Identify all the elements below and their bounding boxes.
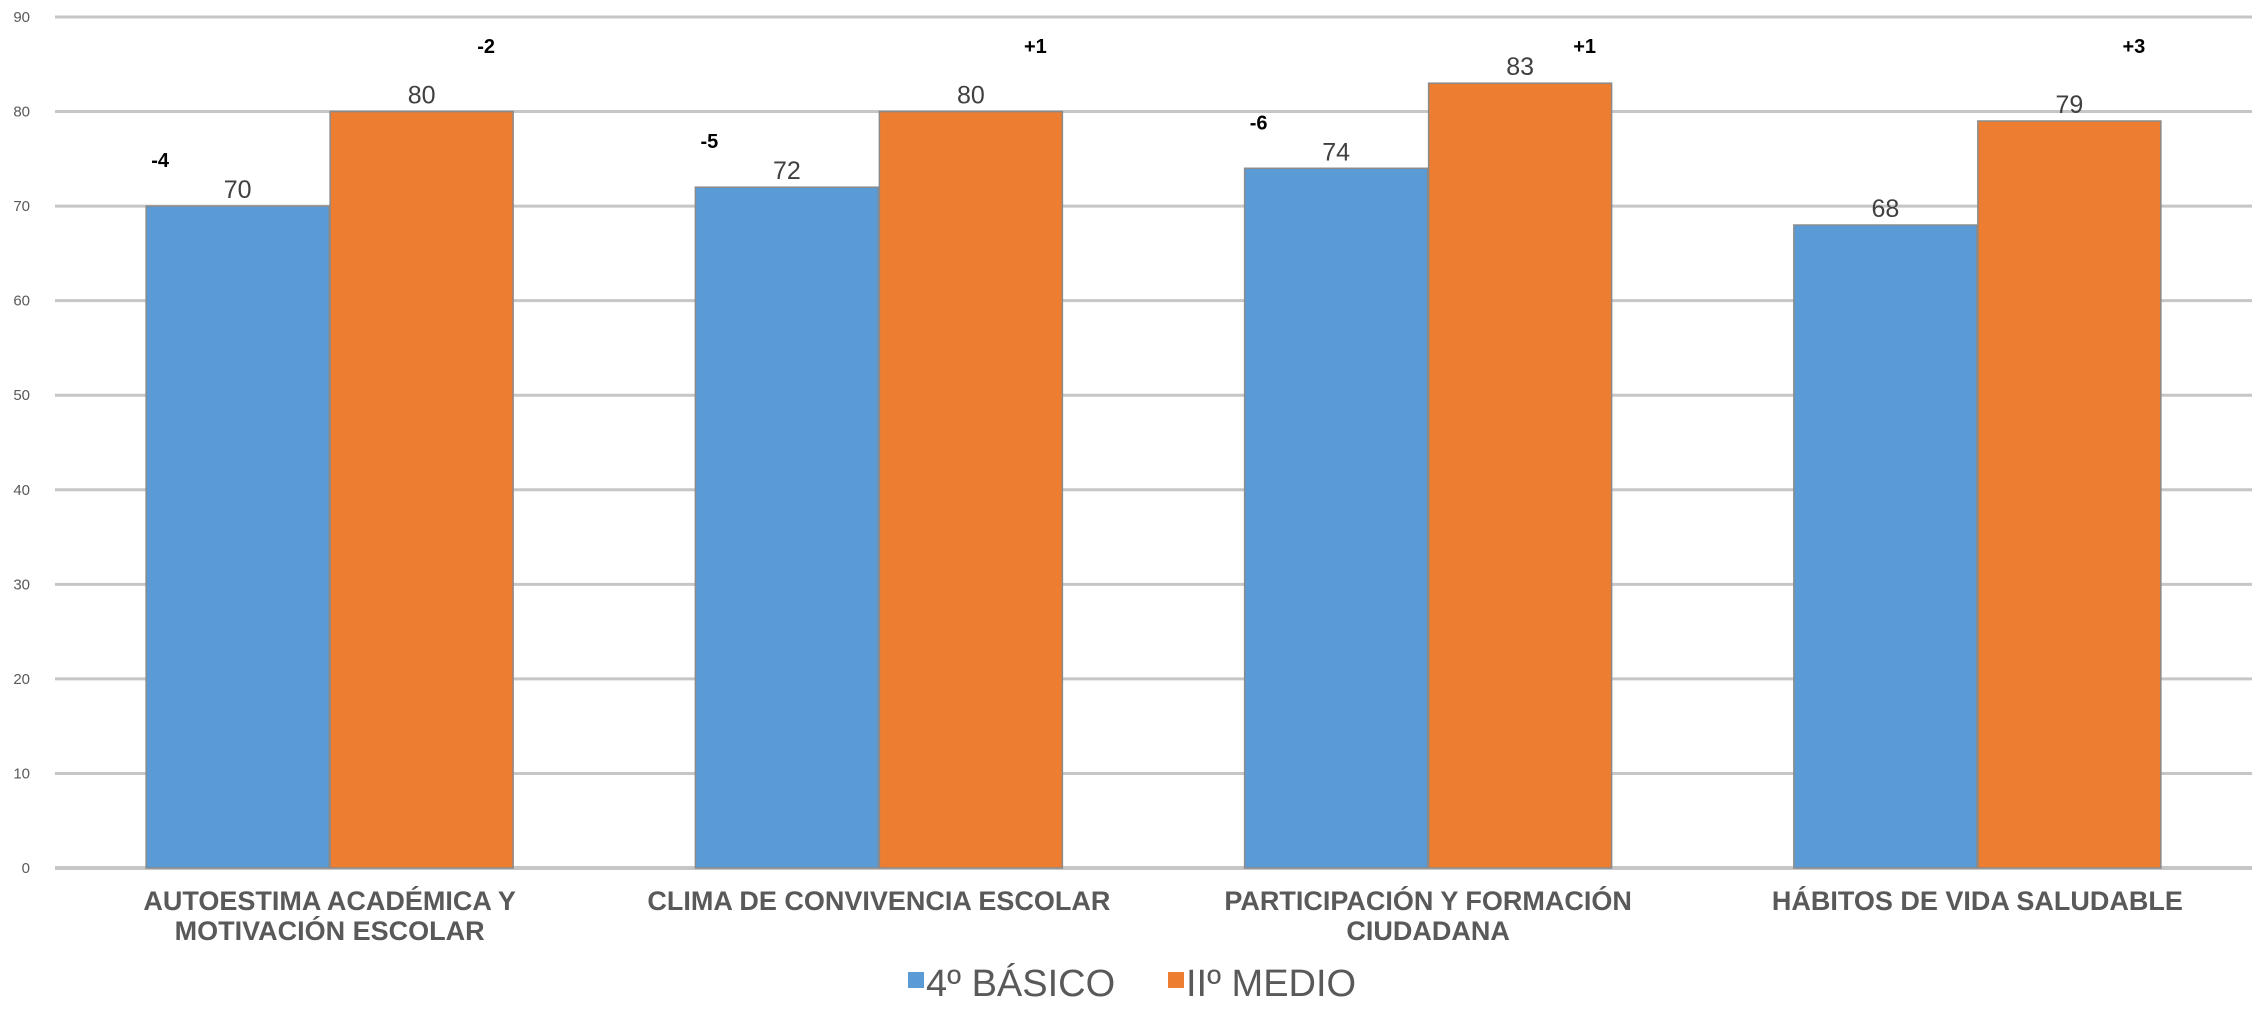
category-label: AUTOESTIMA ACADÉMICA Y <box>143 885 516 916</box>
bar-medio <box>1427 82 1613 869</box>
category-label: PARTICIPACIÓN Y FORMACIÓN <box>1224 885 1632 916</box>
y-tick-label: 20 <box>13 671 30 688</box>
legend-label: IIº MEDIO <box>1186 963 1356 1005</box>
bar-medio <box>329 110 514 869</box>
delta-label: +3 <box>2122 36 2145 58</box>
bar-value-label: 80 <box>408 82 436 110</box>
bar-value-label: 80 <box>957 82 985 110</box>
delta-label: -2 <box>477 36 495 58</box>
delta-label: -6 <box>1250 112 1268 134</box>
y-tick-label: 50 <box>13 387 30 404</box>
legend-swatch <box>1168 972 1184 988</box>
y-tick-label: 70 <box>13 198 30 215</box>
bar-basico <box>694 186 880 869</box>
bar-basico <box>1243 167 1429 869</box>
bar-medio <box>878 110 1064 869</box>
delta-label: +1 <box>1573 36 1596 58</box>
bar-value-label: 79 <box>2055 91 2083 119</box>
bar-value-label: 70 <box>224 176 252 204</box>
y-tick-label: 0 <box>22 860 30 877</box>
delta-label: +1 <box>1024 36 1047 58</box>
y-tick-label: 40 <box>13 482 30 499</box>
category-label: CLIMA DE CONVIVENCIA ESCOLAR <box>647 886 1110 916</box>
y-tick-label: 30 <box>13 576 30 593</box>
bar-value-label: 83 <box>1506 53 1534 81</box>
bar-basico <box>1793 224 1978 869</box>
legend: 4º BÁSICO IIº MEDIO <box>908 962 1356 1005</box>
bar-medio <box>1977 120 2162 869</box>
data-labels: 70 -4 80 -2 72 -5 80 +1 74 -6 83 +1 68 79 +3 <box>151 36 2145 223</box>
bar-basico <box>145 205 330 869</box>
bar-value-label: 72 <box>773 157 801 185</box>
delta-label: -4 <box>151 150 170 172</box>
category-label: CIUDADANA <box>1346 916 1510 946</box>
legend-label: 4º BÁSICO <box>926 962 1115 1005</box>
y-tick-label: 10 <box>13 765 30 782</box>
bar-value-label: 68 <box>1871 195 1899 223</box>
y-tick-label: 80 <box>13 104 30 121</box>
delta-label: -5 <box>700 131 718 153</box>
y-tick-label: 90 <box>13 9 30 26</box>
category-label: HÁBITOS DE VIDA SALUDABLE <box>1772 885 2183 916</box>
bar-value-label: 74 <box>1322 138 1350 166</box>
y-tick-label: 60 <box>13 293 30 310</box>
y-axis: 0 10 20 30 40 50 60 70 80 90 <box>13 9 30 877</box>
bars <box>145 82 2162 869</box>
category-label: MOTIVACIÓN ESCOLAR <box>175 915 485 946</box>
legend-swatch <box>908 972 924 988</box>
